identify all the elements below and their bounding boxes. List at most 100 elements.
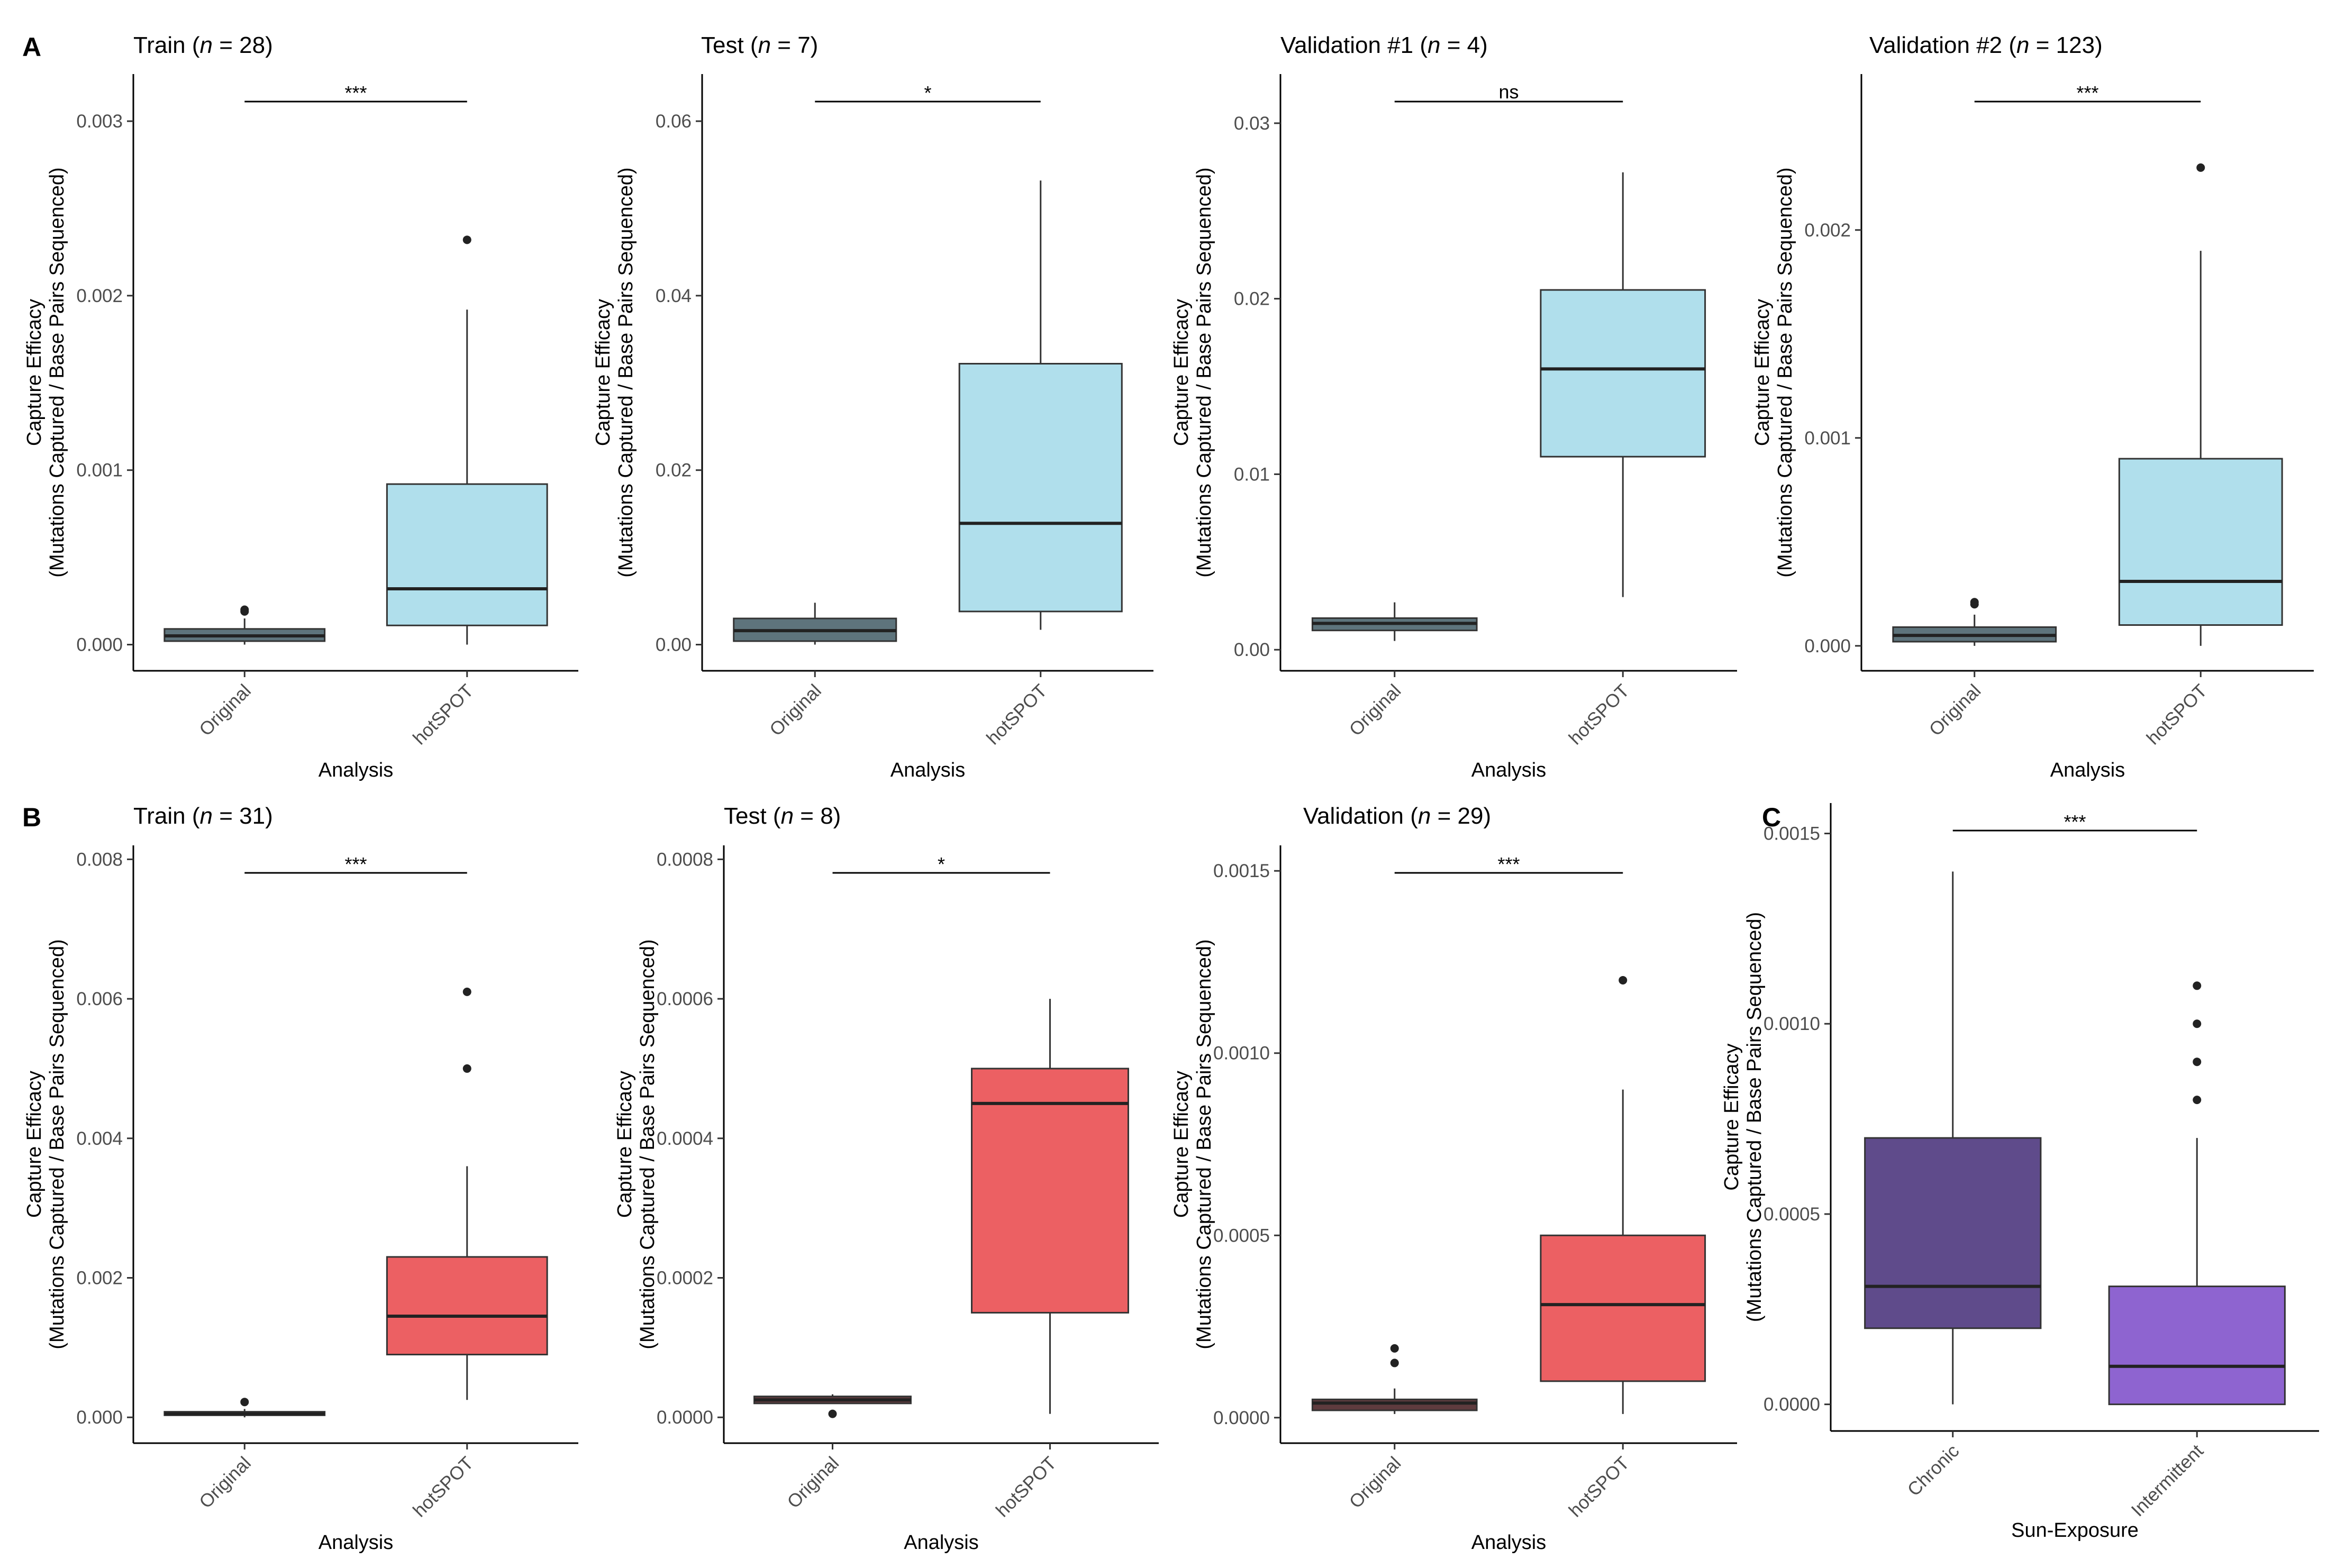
box-body [386, 483, 548, 626]
box-original [733, 603, 897, 645]
outlier-point [1390, 1344, 1399, 1353]
x-axis-title: Analysis [319, 759, 394, 781]
box-original [163, 605, 326, 645]
outlier-point [2193, 1096, 2202, 1105]
chart-3: 0.00 0.01 0.02 0.03 Original hotSPOT ns Validat… [1170, 32, 1737, 781]
y-tick-label: 0.002 [76, 1268, 123, 1289]
x-tick-label: hotSPOT [992, 1453, 1060, 1521]
title-n: n [200, 803, 213, 829]
y-tick-label: 0.0000 [657, 1407, 713, 1428]
box-original [1892, 598, 2057, 646]
y-tick-label: 0.00 [656, 635, 692, 655]
y-tick-label: 0.0004 [657, 1128, 713, 1149]
y-axis-title-line1: Capture Efficacy [23, 1071, 46, 1218]
box-original [753, 1394, 912, 1418]
x-axis-title: Analysis [1471, 759, 1547, 781]
title-count: = 7) [771, 32, 818, 58]
x-axis-title: Analysis [1471, 1531, 1547, 1554]
box-chronic [1864, 871, 2042, 1405]
box-intermittent [2108, 981, 2286, 1406]
y-axis-title-line2: (Mutations Captured / Base Pairs Sequenc… [1193, 939, 1215, 1349]
y-tick-label: 0.02 [656, 460, 692, 481]
y-axis-title-line2: (Mutations Captured / Base Pairs Sequenc… [1193, 167, 1215, 577]
x-axis-title: Analysis [2050, 759, 2125, 781]
significance-label: * [924, 82, 931, 104]
significance-label: *** [2076, 82, 2098, 104]
title-n: n [2016, 32, 2029, 58]
significance-label: *** [344, 82, 367, 104]
y-tick-label: 0.0010 [1213, 1043, 1270, 1064]
y-tick-label: 0.0005 [1213, 1225, 1270, 1246]
box-body [386, 1256, 548, 1356]
y-tick-label: 0.008 [76, 849, 123, 870]
y-tick-label: 0.03 [1234, 113, 1270, 134]
box-hotspot [958, 180, 1123, 630]
y-axis-title-line2: (Mutations Captured / Base Pairs Sequenc… [46, 167, 68, 577]
y-axis-title-line2: (Mutations Captured / Base Pairs Sequenc… [1774, 167, 1796, 577]
chart-5: 0.000 0.002 0.004 0.006 0.008 Original hotSPOT… [23, 803, 578, 1554]
significance-label: *** [1497, 853, 1520, 875]
x-tick-label: Original [195, 680, 255, 740]
box-hotspot [971, 999, 1129, 1414]
y-axis-title-line1: Capture Efficacy [1721, 1043, 1743, 1190]
y-tick-label: 0.00 [1234, 640, 1270, 660]
box-hotspot [2118, 163, 2283, 646]
x-axis-title: Analysis [904, 1531, 979, 1554]
outlier-point [1619, 976, 1628, 984]
box-original [163, 1398, 326, 1418]
y-tick-label: 0.0015 [1764, 824, 1820, 844]
significance-label: *** [2064, 811, 2086, 833]
y-tick-label: 0.003 [76, 111, 123, 132]
x-axis-title: Analysis [890, 759, 966, 781]
box-body [1540, 1234, 1706, 1382]
outlier-point [462, 987, 471, 996]
outlier-point [1390, 1359, 1399, 1368]
outlier-point [462, 235, 471, 244]
plot-title: Train (n = 31) [133, 803, 273, 829]
y-tick-label: 0.000 [1804, 636, 1851, 657]
x-tick-label: hotSPOT [2143, 680, 2211, 749]
x-tick-label: hotSPOT [1565, 1453, 1633, 1521]
plot-title: Test (n = 7) [701, 32, 818, 58]
chart-8: 0.0000 0.0005 0.0010 0.0015 Chronic Intermitt… [1721, 803, 2319, 1542]
title-n: n [781, 803, 794, 829]
y-tick-label: 0.000 [76, 635, 123, 655]
panel-label-b: B [22, 803, 42, 832]
title-text: Test ( [701, 32, 758, 58]
y-tick-label: 0.06 [656, 111, 692, 132]
outlier-point [462, 1064, 471, 1073]
title-n: n [1418, 803, 1431, 829]
box-body [2118, 458, 2283, 626]
outlier-point [2193, 1019, 2202, 1028]
outlier-point [2193, 1058, 2202, 1066]
chart-7: 0.0000 0.0005 0.0010 0.0015 Original hotSPOT *… [1170, 803, 1737, 1554]
box-body [1311, 1398, 1478, 1411]
y-tick-label: 0.0000 [1213, 1408, 1270, 1428]
x-tick-label: Original [1346, 1453, 1405, 1512]
significance-label: ns [1498, 81, 1519, 103]
plot-title: Validation #2 (n = 123) [1869, 32, 2103, 58]
box-original [1311, 602, 1478, 641]
box-body [958, 363, 1123, 613]
title-count: = 28) [213, 32, 273, 58]
y-tick-label: 0.0006 [657, 989, 713, 1009]
x-tick-label: hotSPOT [409, 680, 477, 749]
x-axis-title: Analysis [319, 1531, 394, 1554]
y-tick-label: 0.001 [1804, 428, 1851, 449]
box-hotspot [1540, 172, 1706, 597]
outlier-point [240, 607, 249, 616]
y-tick-label: 0.004 [76, 1128, 123, 1149]
x-tick-label: hotSPOT [983, 680, 1051, 749]
plot-title: Validation (n = 29) [1303, 803, 1491, 829]
title-n: n [758, 32, 771, 58]
panel-label-c: C [1762, 803, 1781, 832]
y-axis-title-line2: (Mutations Captured / Base Pairs Sequenc… [1743, 912, 1766, 1322]
y-axis-title-line1: Capture Efficacy [1751, 299, 1774, 446]
x-tick-label: Original [783, 1453, 843, 1512]
box-body [971, 1068, 1129, 1314]
title-count: = 4) [1441, 32, 1488, 58]
chart-2: 0.00 0.02 0.04 0.06 Original hotSPOT * Test (n … [592, 32, 1153, 781]
y-tick-label: 0.002 [1804, 220, 1851, 241]
box-body [2108, 1286, 2286, 1406]
title-n: n [200, 32, 213, 58]
